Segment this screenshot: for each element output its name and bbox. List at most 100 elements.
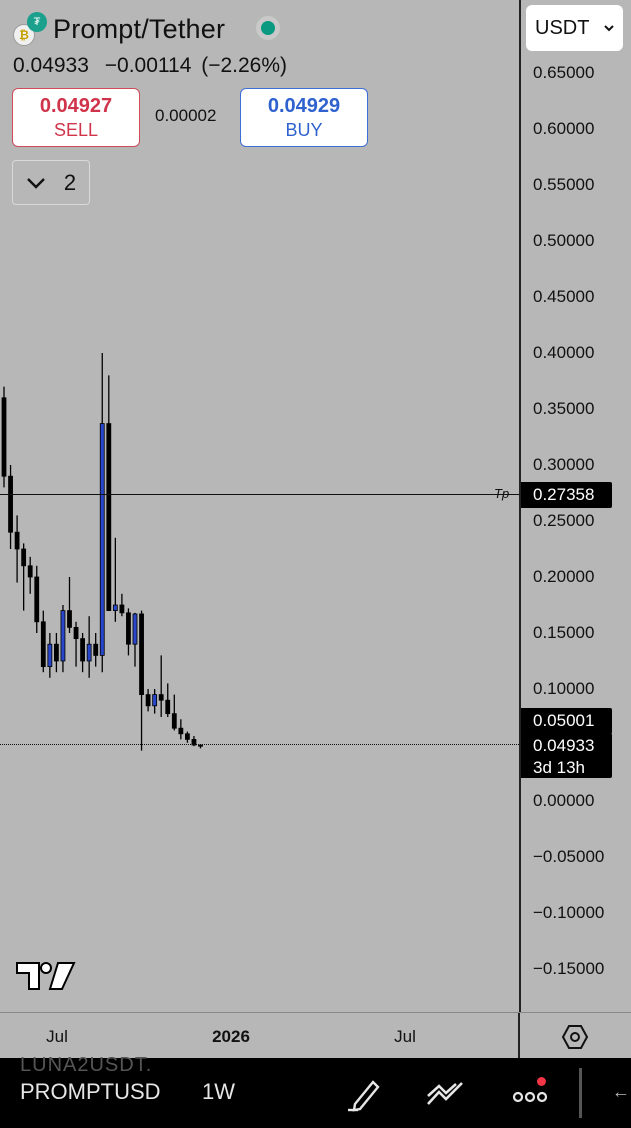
candle xyxy=(152,689,158,714)
time-label-2026: 2026 xyxy=(212,1027,250,1046)
price-tick: 0.00000 xyxy=(533,791,595,810)
candle-body-down xyxy=(73,627,79,640)
candle-body-up xyxy=(112,604,118,611)
price-tick: 0.30000 xyxy=(533,455,595,474)
market-status-icon[interactable] xyxy=(256,16,280,40)
candle xyxy=(86,616,92,678)
candle xyxy=(40,610,46,673)
scale-divider xyxy=(518,1013,520,1059)
last-price-line xyxy=(0,744,519,745)
candle xyxy=(27,556,33,594)
tradingview-logo-icon[interactable] xyxy=(16,958,76,991)
price-tick: −0.05000 xyxy=(533,847,605,866)
candle-body-down xyxy=(1,397,7,477)
price-tick: 0.60000 xyxy=(533,119,595,138)
chart-pane[interactable]: Tp ₿ ₮ Prompt/Tether 0.04933 −0.00114 (−… xyxy=(0,0,519,1012)
candle-body-down xyxy=(27,565,33,578)
candle xyxy=(198,744,203,749)
candle xyxy=(21,543,27,611)
bottom-toolbar: LUNA2USDT. PROMPTUSD 1W ← xyxy=(0,1054,631,1128)
candle-body-down xyxy=(165,699,171,715)
buy-label: BUY xyxy=(285,120,323,140)
previous-symbol-ghost: LUNA2USDT. xyxy=(20,1054,153,1076)
candle-body-up xyxy=(99,423,105,656)
candle xyxy=(14,515,20,583)
candle xyxy=(93,633,99,667)
candle-body-down xyxy=(119,604,125,614)
candle-body-up xyxy=(47,643,53,668)
candle-body-down xyxy=(126,612,131,645)
last-price-tag-value: 0.04933 xyxy=(533,736,595,755)
price-tick: 0.20000 xyxy=(533,567,595,586)
candle xyxy=(119,593,125,617)
interval-button[interactable]: 1W xyxy=(202,1079,235,1104)
candle-body-down xyxy=(178,727,184,735)
symbol-logos: ₿ ₮ xyxy=(13,12,47,46)
price-tick: −0.10000 xyxy=(533,903,605,922)
buy-button[interactable]: 0.04929 BUY xyxy=(240,88,368,147)
symbol-header[interactable]: ₿ ₮ Prompt/Tether xyxy=(13,12,225,46)
candle-body-down xyxy=(191,739,197,746)
candle xyxy=(60,605,66,673)
buy-price: 0.04929 xyxy=(267,95,341,117)
high-price-value: 0.05001 xyxy=(533,711,595,730)
quote-line: 0.04933 −0.00114 (−2.26%) xyxy=(13,54,287,78)
candle-body-down xyxy=(145,694,151,707)
candle xyxy=(132,612,138,667)
back-arrow-icon[interactable]: ← xyxy=(612,1081,630,1102)
sell-label: SELL xyxy=(53,120,99,140)
candle-body-up xyxy=(132,613,138,645)
tp-price-value: 0.27358 xyxy=(533,485,595,504)
symbol-title: Prompt/Tether xyxy=(53,13,226,44)
drawing-tools-icon[interactable] xyxy=(426,1074,464,1112)
candle-body-down xyxy=(80,638,85,662)
candle xyxy=(112,537,118,622)
indicators-count: 2 xyxy=(63,169,77,195)
candlestick-series xyxy=(1,353,203,751)
candle-body-down xyxy=(14,531,20,550)
price-tick: 0.10000 xyxy=(533,679,595,698)
candle xyxy=(126,608,131,656)
candle xyxy=(165,683,171,717)
candle xyxy=(106,375,112,611)
more-options-icon[interactable] xyxy=(511,1074,549,1112)
candle xyxy=(1,386,7,488)
price-tick: 0.35000 xyxy=(533,399,595,418)
candle-body-up xyxy=(86,643,92,662)
candle xyxy=(184,731,190,743)
price-scale[interactable] xyxy=(519,0,631,1012)
price-tick: 0.50000 xyxy=(533,231,595,250)
chevron-down-icon xyxy=(27,177,45,189)
candle xyxy=(145,689,151,712)
tp-price-tag: 0.27358 xyxy=(521,482,612,508)
price-change-pct: (−2.26%) xyxy=(201,54,288,77)
candle xyxy=(139,610,144,751)
candle-body-down xyxy=(67,610,72,628)
last-price: 0.04933 xyxy=(13,54,89,77)
candle-body-down xyxy=(34,576,40,623)
pen-drawing-icon[interactable] xyxy=(346,1074,384,1112)
candle xyxy=(67,577,72,633)
candle-body-down xyxy=(198,744,203,747)
price-tick: −0.15000 xyxy=(533,959,605,978)
symbol-button[interactable]: PROMPTUSD xyxy=(20,1079,161,1104)
candle-body-up xyxy=(60,610,66,662)
time-scale[interactable]: Jul 2026 Jul xyxy=(0,1012,631,1059)
tether-logo-icon: ₮ xyxy=(27,12,47,32)
sell-price: 0.04927 xyxy=(39,95,113,117)
sell-button[interactable]: 0.04927 SELL xyxy=(12,88,140,147)
tp-horizontal-line[interactable] xyxy=(0,494,519,495)
bar-countdown: 3d 13h xyxy=(533,758,585,777)
chart-settings-icon[interactable] xyxy=(561,1023,589,1051)
candle xyxy=(99,353,105,673)
currency-select[interactable]: USDT xyxy=(526,5,623,51)
indicators-toggle-button[interactable]: 2 xyxy=(12,160,90,205)
candle-body-down xyxy=(54,643,59,662)
candle xyxy=(158,655,164,717)
candle xyxy=(73,621,79,667)
last-price-tag: 0.04933 3d 13h xyxy=(521,733,612,778)
candle-body-down xyxy=(40,621,46,667)
price-tick: 0.25000 xyxy=(533,511,595,530)
candle xyxy=(47,633,53,678)
price-tick: 0.45000 xyxy=(533,287,595,306)
